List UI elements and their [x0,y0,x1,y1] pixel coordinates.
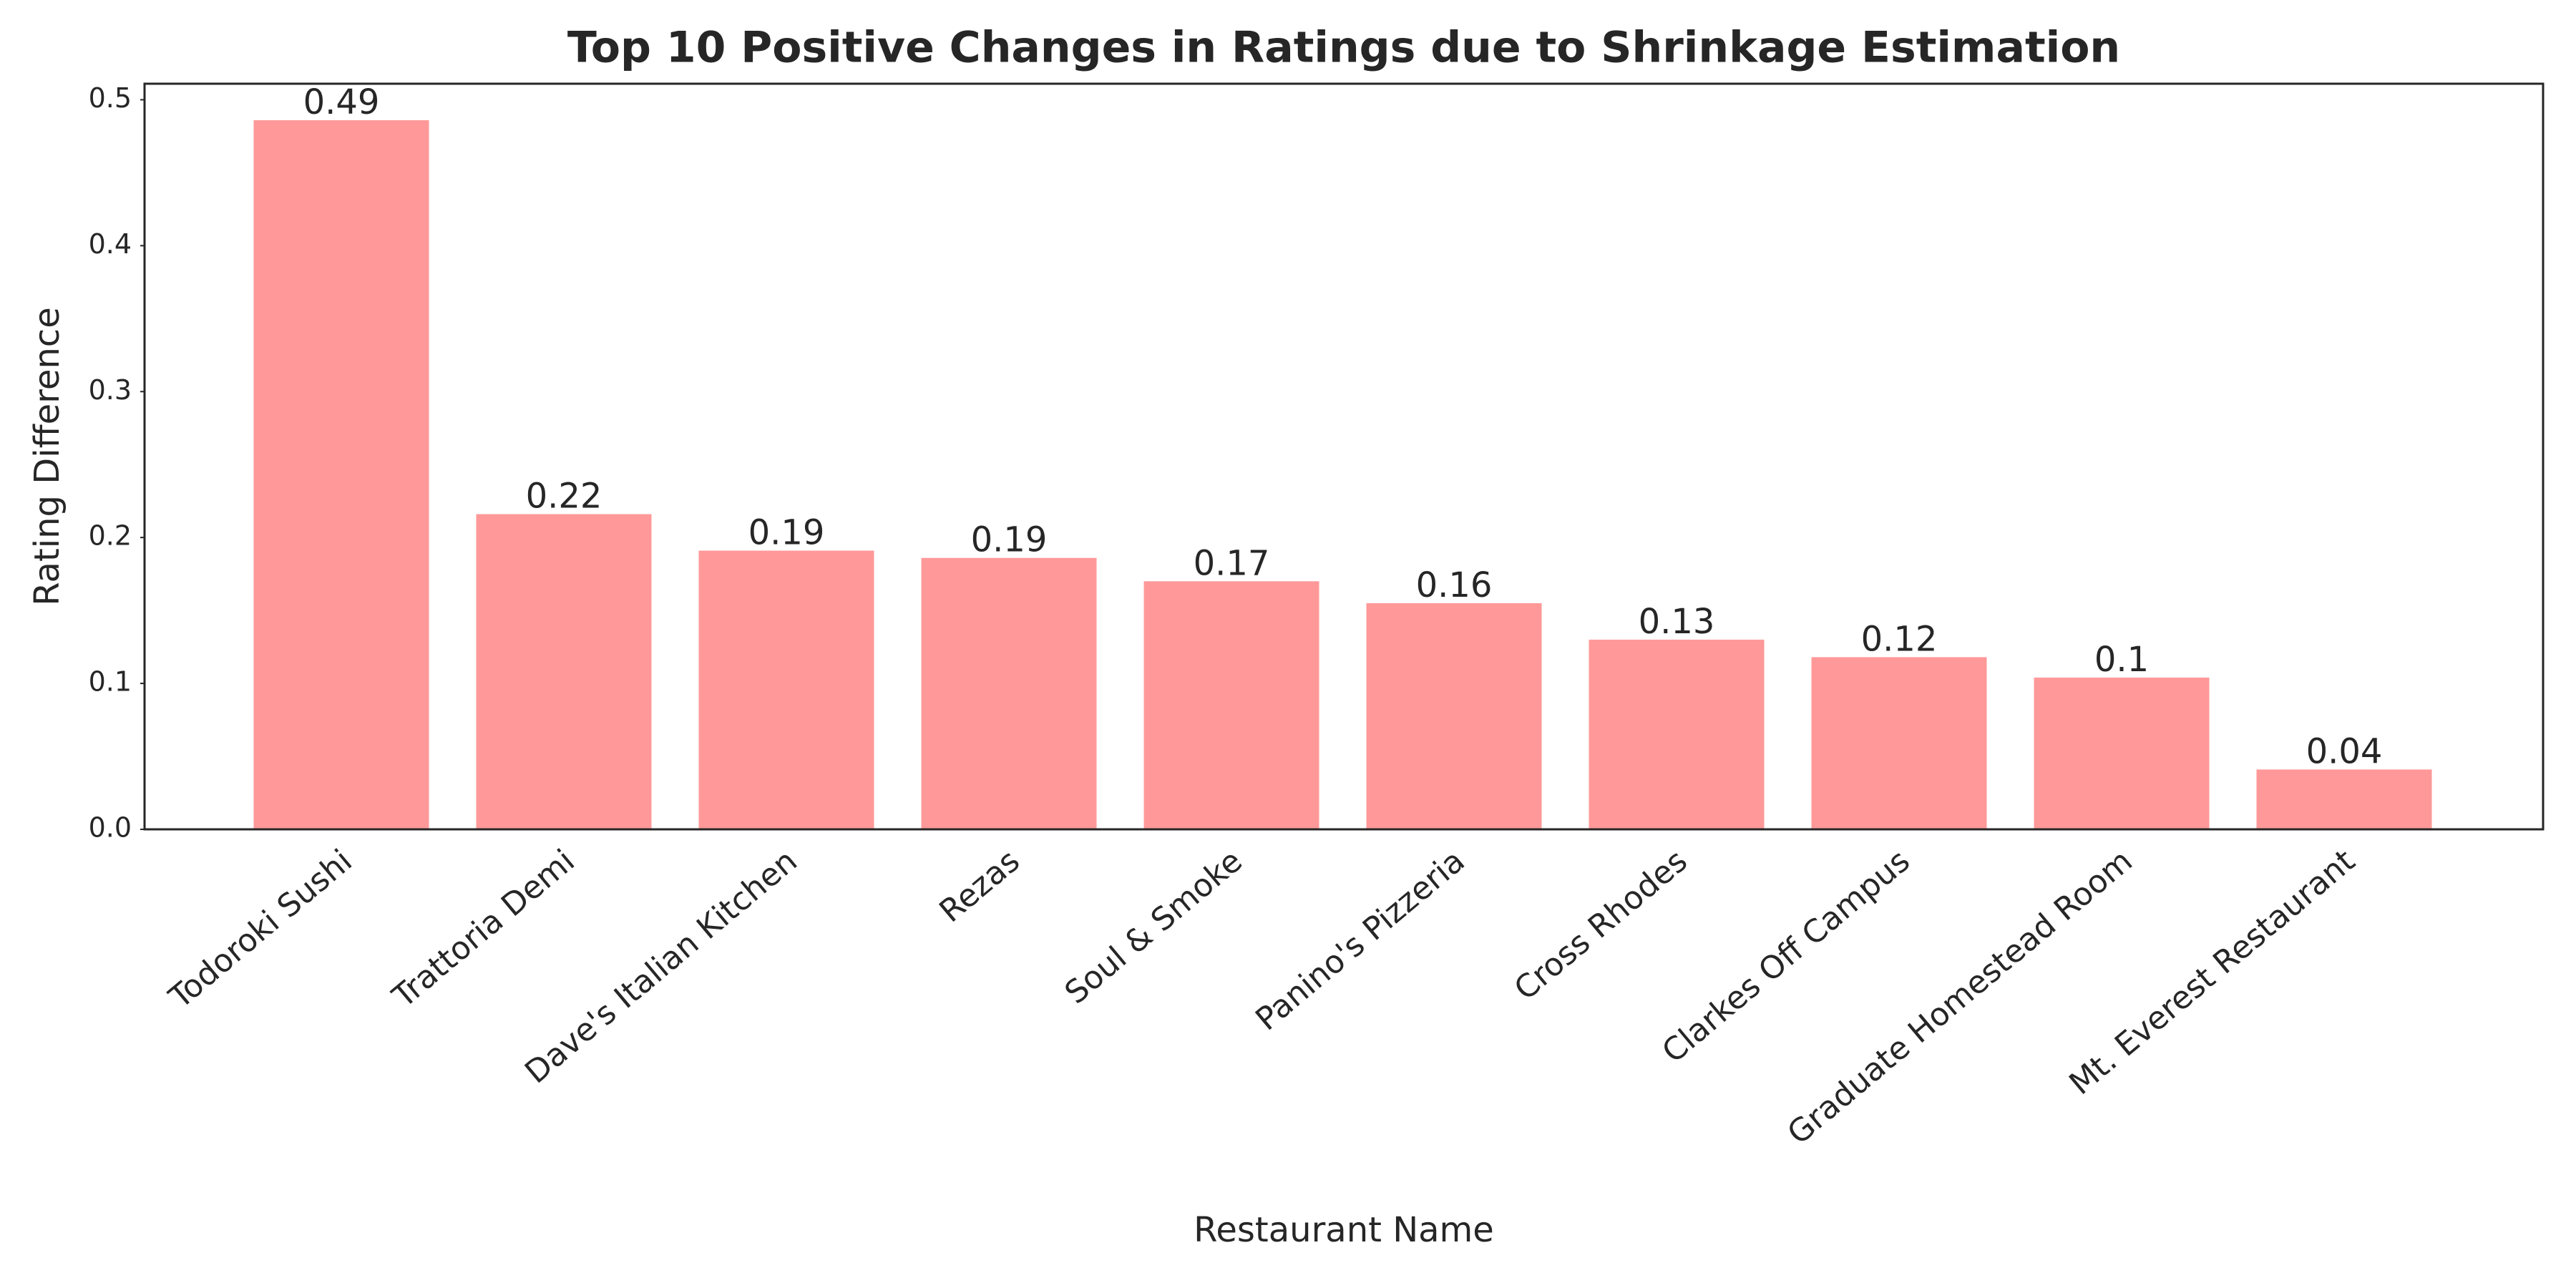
bar [253,119,429,830]
y-tick-label: 0.0 [89,812,132,844]
value-label: 0.19 [971,520,1048,560]
y-tick-label: 0.4 [89,228,132,260]
value-label: 0.13 [1639,602,1715,642]
bar [921,557,1097,829]
bar [2034,677,2210,829]
bar [476,514,652,829]
bar [2256,769,2432,829]
chart-title: Top 10 Positive Changes in Ratings due t… [567,23,2120,73]
y-tick-label: 0.3 [89,374,132,406]
y-tick-label: 0.5 [89,82,132,114]
y-tick-label: 0.2 [89,520,132,552]
bar [1366,602,1542,829]
bar [698,550,874,829]
y-tick-label: 0.1 [89,666,132,698]
bar [1589,639,1765,829]
value-label: 0.22 [526,477,602,517]
value-label: 0.49 [303,82,380,122]
value-label: 0.1 [2094,640,2149,680]
value-label: 0.19 [748,513,825,553]
value-label: 0.17 [1194,543,1270,583]
y-axis-label: Rating Difference [27,307,67,605]
value-label: 0.12 [1861,619,1938,659]
bar [1143,581,1319,829]
x-axis-label: Restaurant Name [1194,1210,1494,1250]
value-label: 0.16 [1416,565,1493,605]
bar [1811,657,1987,829]
plot-frame [143,82,2545,831]
value-label: 0.04 [2306,731,2383,771]
